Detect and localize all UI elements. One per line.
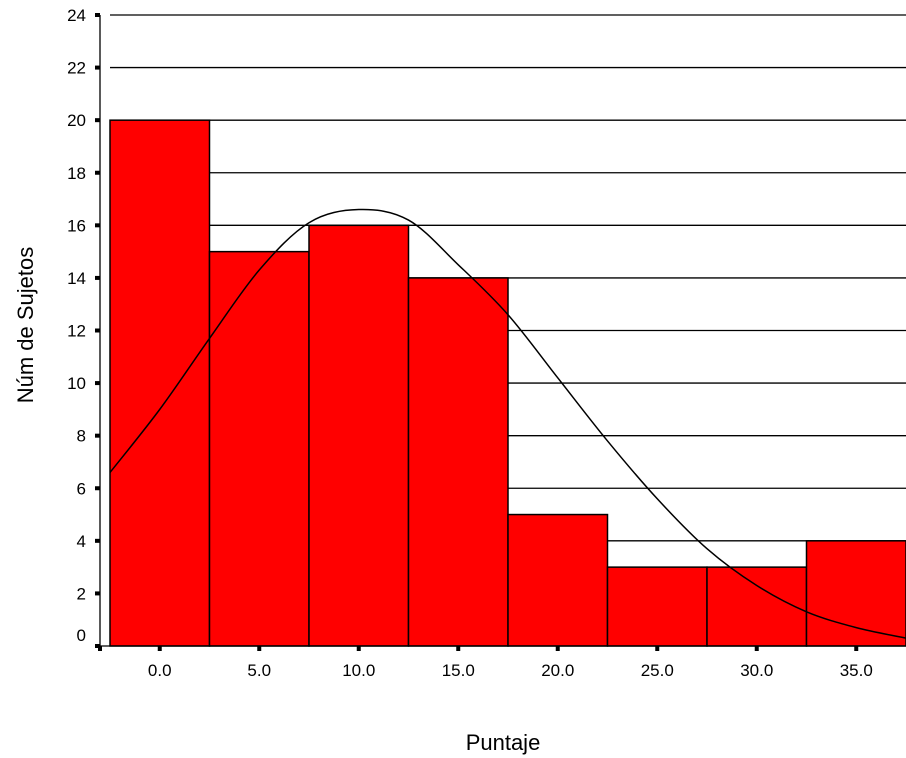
bar-10.0 [308, 224, 410, 647]
y-tick-mark [95, 65, 100, 70]
x-tick-label: 20.0 [541, 661, 574, 680]
y-tick-mark [95, 538, 100, 543]
y-tick-mark [95, 591, 100, 596]
bar-25.0 [606, 566, 708, 647]
y-tick-label: 0 [77, 626, 86, 645]
x-tick-mark-origin [98, 646, 102, 651]
normal-curve-line [109, 208, 906, 639]
y-tick-label: 16 [67, 216, 86, 235]
y-tick-label: 22 [67, 59, 86, 78]
y-axis-title: Núm de Sujetos [13, 247, 38, 404]
x-tick-mark [655, 646, 660, 651]
bar-30.0 [706, 566, 808, 647]
x-tick-mark [456, 646, 461, 651]
x-tick-label: 15.0 [442, 661, 475, 680]
y-tick-mark [95, 275, 100, 280]
x-tick-label: 35.0 [840, 661, 873, 680]
y-tick-label: 18 [67, 164, 86, 183]
y-tick-label: 2 [77, 584, 86, 603]
y-tick-mark [95, 644, 100, 648]
x-tick-label: 25.0 [641, 661, 674, 680]
y-tick-label: 24 [67, 6, 86, 25]
x-tick-label: 30.0 [740, 661, 773, 680]
x-tick-mark [555, 646, 560, 651]
y-tick-mark [95, 223, 100, 228]
axes [95, 13, 906, 651]
x-tick-mark [157, 646, 162, 651]
x-tick-label: 10.0 [342, 661, 375, 680]
x-tick-mark [257, 646, 262, 651]
y-tick-label: 6 [77, 479, 86, 498]
y-tick-label: 8 [77, 427, 86, 446]
x-tick-mark [754, 646, 759, 651]
y-tick-mark [95, 381, 100, 386]
bar-5.0 [208, 250, 310, 647]
y-tick-label: 4 [77, 532, 86, 551]
y-tick-mark [95, 13, 100, 17]
y-tick-label: 14 [67, 269, 86, 288]
y-tick-mark [95, 433, 100, 438]
bar-20.0 [507, 513, 609, 647]
bar-35.0 [805, 540, 906, 647]
y-tick-mark [95, 118, 100, 123]
y-tick-mark [95, 328, 100, 333]
x-tick-mark [854, 646, 859, 651]
y-tick-mark [95, 486, 100, 491]
x-tick-labels: 0.0 5.0 10.0 15.0 20.0 25.0 30.0 35.0 [148, 661, 873, 680]
x-tick-label: 0.0 [148, 661, 172, 680]
x-tick-label: 5.0 [247, 661, 271, 680]
histogram-bars [109, 119, 906, 647]
normal-curve [109, 208, 906, 639]
bar-15.0 [407, 277, 509, 647]
x-tick-mark [356, 646, 361, 651]
x-axis-title: Puntaje [466, 730, 541, 755]
bar-0.0 [109, 119, 211, 647]
y-tick-label: 10 [67, 374, 86, 393]
y-tick-label: 12 [67, 322, 86, 341]
y-tick-mark [95, 170, 100, 175]
y-tick-label: 20 [67, 111, 86, 130]
